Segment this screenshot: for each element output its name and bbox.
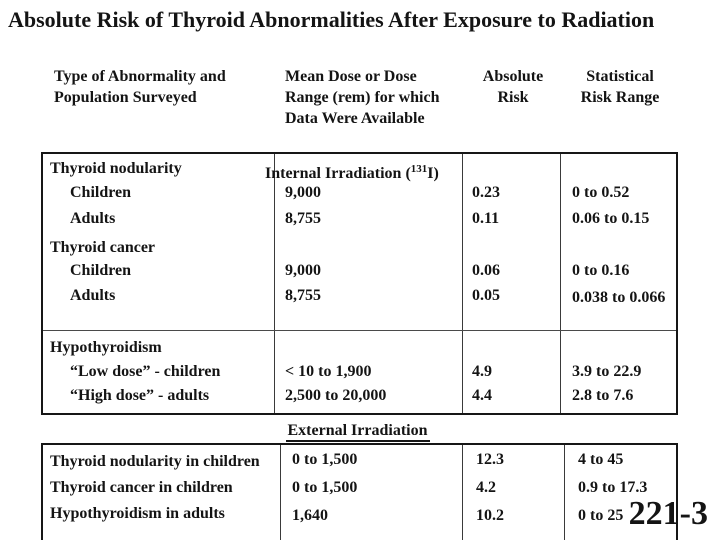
row-label: Children	[70, 262, 132, 279]
table-column-divider	[564, 445, 565, 540]
row-label: Thyroid nodularity	[50, 160, 182, 177]
risk-range-value: 0 to 0.52	[572, 184, 630, 201]
internal-irradiation-table: Thyroid nodularity Internal Irradiation …	[41, 152, 678, 415]
column-header-statistical-risk-range: Statistical Risk Range	[580, 68, 660, 106]
dose-value: 9,000	[285, 262, 321, 279]
dose-value: 8,755	[285, 287, 321, 304]
row-label: Thyroid cancer	[50, 239, 156, 256]
row-label: Hypothyroidism in adults	[50, 505, 225, 522]
row-label: Adults	[70, 210, 116, 227]
dose-value: 8,755	[285, 210, 321, 227]
table-column-divider	[462, 445, 463, 540]
external-irradiation-heading: External Irradiation	[285, 421, 430, 442]
external-row-labels: Thyroid nodularity in children Thyroid c…	[50, 449, 268, 527]
row-label: Children	[70, 184, 132, 201]
table-row: 0 to 1,500 12.3 4 to 45	[43, 450, 676, 476]
absolute-risk-value: 12.3	[476, 451, 504, 468]
column-header-dose: Mean Dose or Dose Range (rem) for which …	[285, 68, 440, 127]
external-irradiation-heading-wrap: External Irradiation	[41, 421, 674, 442]
absolute-risk-value: 0.11	[472, 210, 500, 227]
absolute-risk-value: 0.05	[472, 287, 500, 304]
table-row: Adults 8,755 0.05 0.038 to 0.066	[43, 286, 676, 336]
table-column-divider	[462, 154, 463, 413]
table-row: “Low dose” - children < 10 to 1,900 4.9 …	[43, 362, 676, 388]
internal-irradiation-note: Internal Irradiation (131I)	[265, 159, 439, 184]
risk-range-value: 4 to 45	[578, 451, 624, 468]
row-label: Thyroid cancer in children	[50, 479, 233, 496]
dose-value: 0 to 1,500	[292, 451, 358, 468]
row-label: Adults	[70, 287, 116, 304]
risk-range-value: 2.8 to 7.6	[572, 387, 634, 404]
note-suffix: I)	[427, 165, 439, 182]
table-row: Children 9,000 0.06 0 to 0.16	[43, 261, 676, 287]
dose-value: 0 to 1,500	[292, 479, 358, 496]
dose-value: 9,000	[285, 184, 321, 201]
external-irradiation-table: Thyroid nodularity in children Thyroid c…	[41, 443, 678, 540]
column-header-absolute-risk: Absolute Risk	[482, 68, 544, 106]
risk-range-value: 0 to 0.16	[572, 262, 630, 279]
risk-range-value: 0.06 to 0.15	[572, 210, 650, 227]
risk-range-value: 0 to 25	[578, 507, 624, 524]
dose-value: 1,640	[292, 507, 328, 524]
isotope-superscript: 131	[410, 163, 428, 175]
risk-range-value: 0.9 to 17.3	[578, 479, 648, 496]
risk-range-value: 3.9 to 22.9	[572, 363, 642, 380]
row-label: “Low dose” - children	[70, 363, 221, 380]
table-row: 0 to 1,500 4.2 0.9 to 17.3	[43, 478, 676, 504]
row-label: Hypothyroidism	[50, 339, 162, 356]
slide-number: 221-3	[628, 495, 708, 532]
row-label: “High dose” - adults	[70, 387, 210, 404]
table-row: Thyroid cancer	[43, 238, 676, 264]
table-row: 1,640 10.2 0 to 25	[43, 506, 676, 532]
table-column-divider	[280, 445, 281, 540]
absolute-risk-value: 0.06	[472, 262, 500, 279]
table-row: Thyroid nodularity Internal Irradiation …	[43, 159, 676, 185]
dose-value: 2,500 to 20,000	[285, 387, 387, 404]
risk-range-value: 0.038 to 0.066	[572, 289, 666, 306]
dose-value: < 10 to 1,900	[285, 363, 372, 380]
table-section-divider	[43, 330, 676, 331]
table-row: Children 9,000 0.23 0 to 0.52	[43, 183, 676, 209]
note-prefix: Internal Irradiation (	[265, 165, 411, 182]
absolute-risk-value: 10.2	[476, 507, 504, 524]
table-column-divider	[274, 154, 275, 413]
row-label: Thyroid nodularity in children	[50, 453, 260, 470]
absolute-risk-value: 4.2	[476, 479, 496, 496]
absolute-risk-value: 4.9	[472, 363, 492, 380]
table-column-divider	[560, 154, 561, 413]
table-row: “High dose” - adults 2,500 to 20,000 4.4…	[43, 386, 676, 412]
absolute-risk-value: 4.4	[472, 387, 492, 404]
table-row: Adults 8,755 0.11 0.06 to 0.15	[43, 209, 676, 235]
table-row: Hypothyroidism	[43, 338, 676, 364]
column-header-abnormality: Type of Abnormality and Population Surve…	[54, 68, 226, 106]
page-title: Absolute Risk of Thyroid Abnormalities A…	[8, 7, 655, 32]
absolute-risk-value: 0.23	[472, 184, 500, 201]
